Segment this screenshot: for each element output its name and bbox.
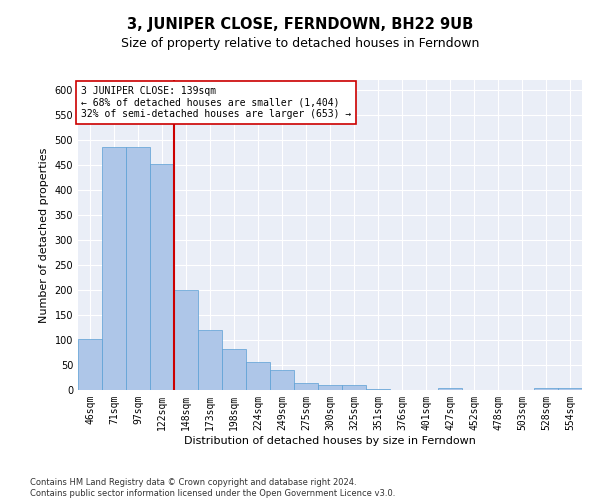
Text: Size of property relative to detached houses in Ferndown: Size of property relative to detached ho… (121, 38, 479, 51)
Bar (222, 349, 246, 390)
Bar (126, 146, 150, 390)
Bar (246, 362, 270, 390)
Bar (558, 388, 582, 390)
Y-axis label: Number of detached properties: Number of detached properties (39, 148, 49, 322)
Bar (366, 389, 390, 390)
Bar (174, 290, 198, 390)
Bar (198, 330, 222, 390)
Bar (318, 385, 342, 390)
Bar (438, 388, 462, 390)
Text: 3 JUNIPER CLOSE: 139sqm
← 68% of detached houses are smaller (1,404)
32% of semi: 3 JUNIPER CLOSE: 139sqm ← 68% of detache… (80, 86, 351, 120)
Bar (342, 385, 366, 390)
Bar (78, 338, 102, 390)
Text: Contains HM Land Registry data © Crown copyright and database right 2024.
Contai: Contains HM Land Registry data © Crown c… (30, 478, 395, 498)
Text: 3, JUNIPER CLOSE, FERNDOWN, BH22 9UB: 3, JUNIPER CLOSE, FERNDOWN, BH22 9UB (127, 18, 473, 32)
Bar (150, 164, 174, 390)
Bar (102, 146, 126, 390)
Bar (534, 388, 558, 390)
X-axis label: Distribution of detached houses by size in Ferndown: Distribution of detached houses by size … (184, 436, 476, 446)
Bar (294, 382, 318, 390)
Bar (270, 370, 294, 390)
